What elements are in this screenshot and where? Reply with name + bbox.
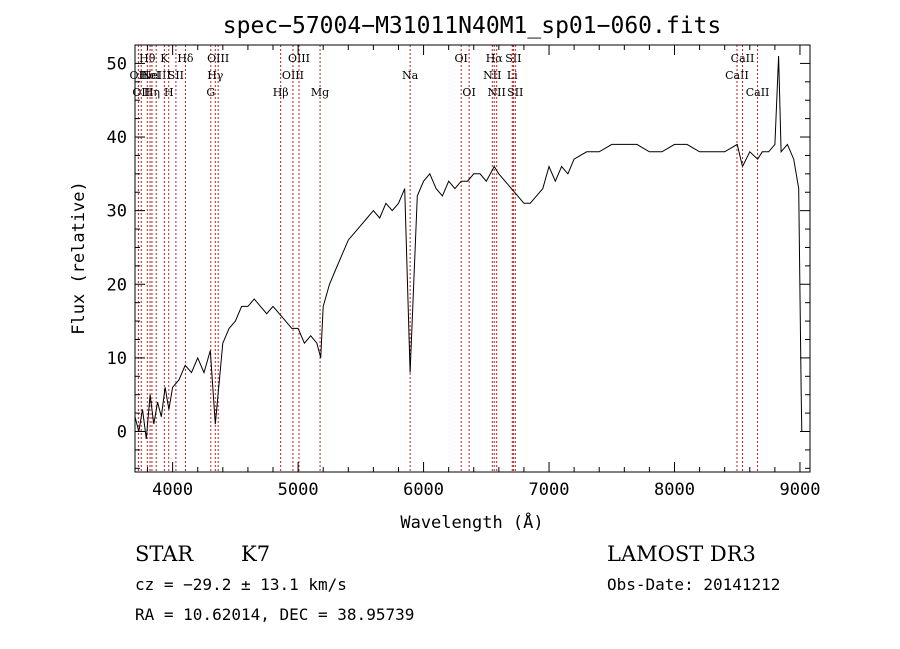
x-axis-title: Wavelength (Å)	[400, 511, 543, 533]
x-tick-label-5: 9000	[779, 480, 820, 500]
line-label-7: H	[164, 86, 174, 99]
line-label-9: Hδ	[177, 52, 194, 65]
plot-frame	[134, 44, 811, 473]
line-label-8: SII	[168, 69, 184, 82]
line-label-1: OII	[132, 86, 150, 99]
y-tick-label-2: 20	[107, 275, 127, 295]
observation-date: Obs-Date: 20141212	[607, 575, 780, 594]
x-tick-label-3: 7000	[529, 480, 570, 500]
line-label-13: Hβ	[273, 86, 289, 99]
line-label-18: OI	[455, 52, 468, 65]
line-label-20: NII	[483, 69, 501, 82]
y-tick-label-0: 0	[117, 423, 127, 443]
series-line-0	[134, 55, 803, 439]
x-tick-label-0: 4000	[152, 480, 193, 500]
ra-dec-coordinates: RA = 10.62014, DEC = 38.95739	[135, 605, 414, 624]
spectral-line-markers: OIIOIIHθHeIHηNeIIIKHSIIHδGHγOIIIHβOIIIOI…	[130, 45, 770, 472]
line-label-21: Hα	[486, 52, 504, 65]
line-label-14: OIII	[282, 69, 304, 82]
spectrum-series	[134, 55, 803, 439]
y-tick-label-5: 50	[107, 54, 127, 74]
line-label-25: SII	[507, 86, 523, 99]
line-label-23: Li	[507, 69, 518, 82]
survey-name: LAMOST DR3	[607, 542, 756, 566]
line-label-3: HeI	[140, 69, 160, 82]
line-label-5: NeIII	[142, 69, 171, 82]
y-tick-label-1: 10	[107, 349, 127, 369]
line-label-24: SII	[505, 52, 521, 65]
x-tick-label-2: 6000	[403, 480, 444, 500]
y-tick-label-3: 30	[107, 202, 127, 222]
x-tick-label-4: 8000	[654, 480, 695, 500]
line-label-22: NII	[488, 86, 506, 99]
y-axis-title: Flux (relative)	[69, 181, 89, 335]
axis-ticks: 4000 5000 6000 7000 8000 9000 0 10 20 30 40 50	[107, 45, 820, 500]
line-label-11: Hγ	[207, 69, 224, 82]
line-label-26: CaII	[725, 69, 749, 82]
line-label-27: CaII	[731, 52, 755, 65]
chart-title: spec−57004−M31011N40M1_sp01−060.fits	[223, 13, 722, 39]
object-subclass: K7	[241, 542, 270, 566]
x-tick-label-1: 5000	[278, 480, 319, 500]
line-label-10: G	[206, 86, 215, 99]
line-label-17: Na	[402, 69, 419, 82]
line-label-15: OIII	[288, 52, 310, 65]
line-label-0: OII	[130, 69, 148, 82]
line-label-4: Hη	[144, 86, 160, 99]
line-label-19: OI	[462, 86, 475, 99]
redshift-velocity: cz = −29.2 ± 13.1 km/s	[135, 575, 347, 594]
line-label-28: CaII	[746, 86, 770, 99]
y-tick-label-4: 40	[107, 128, 127, 148]
line-label-6: K	[160, 52, 169, 65]
line-label-16: Mg	[311, 86, 329, 99]
line-label-12: OIII	[207, 52, 229, 65]
object-class: STAR	[135, 542, 194, 566]
